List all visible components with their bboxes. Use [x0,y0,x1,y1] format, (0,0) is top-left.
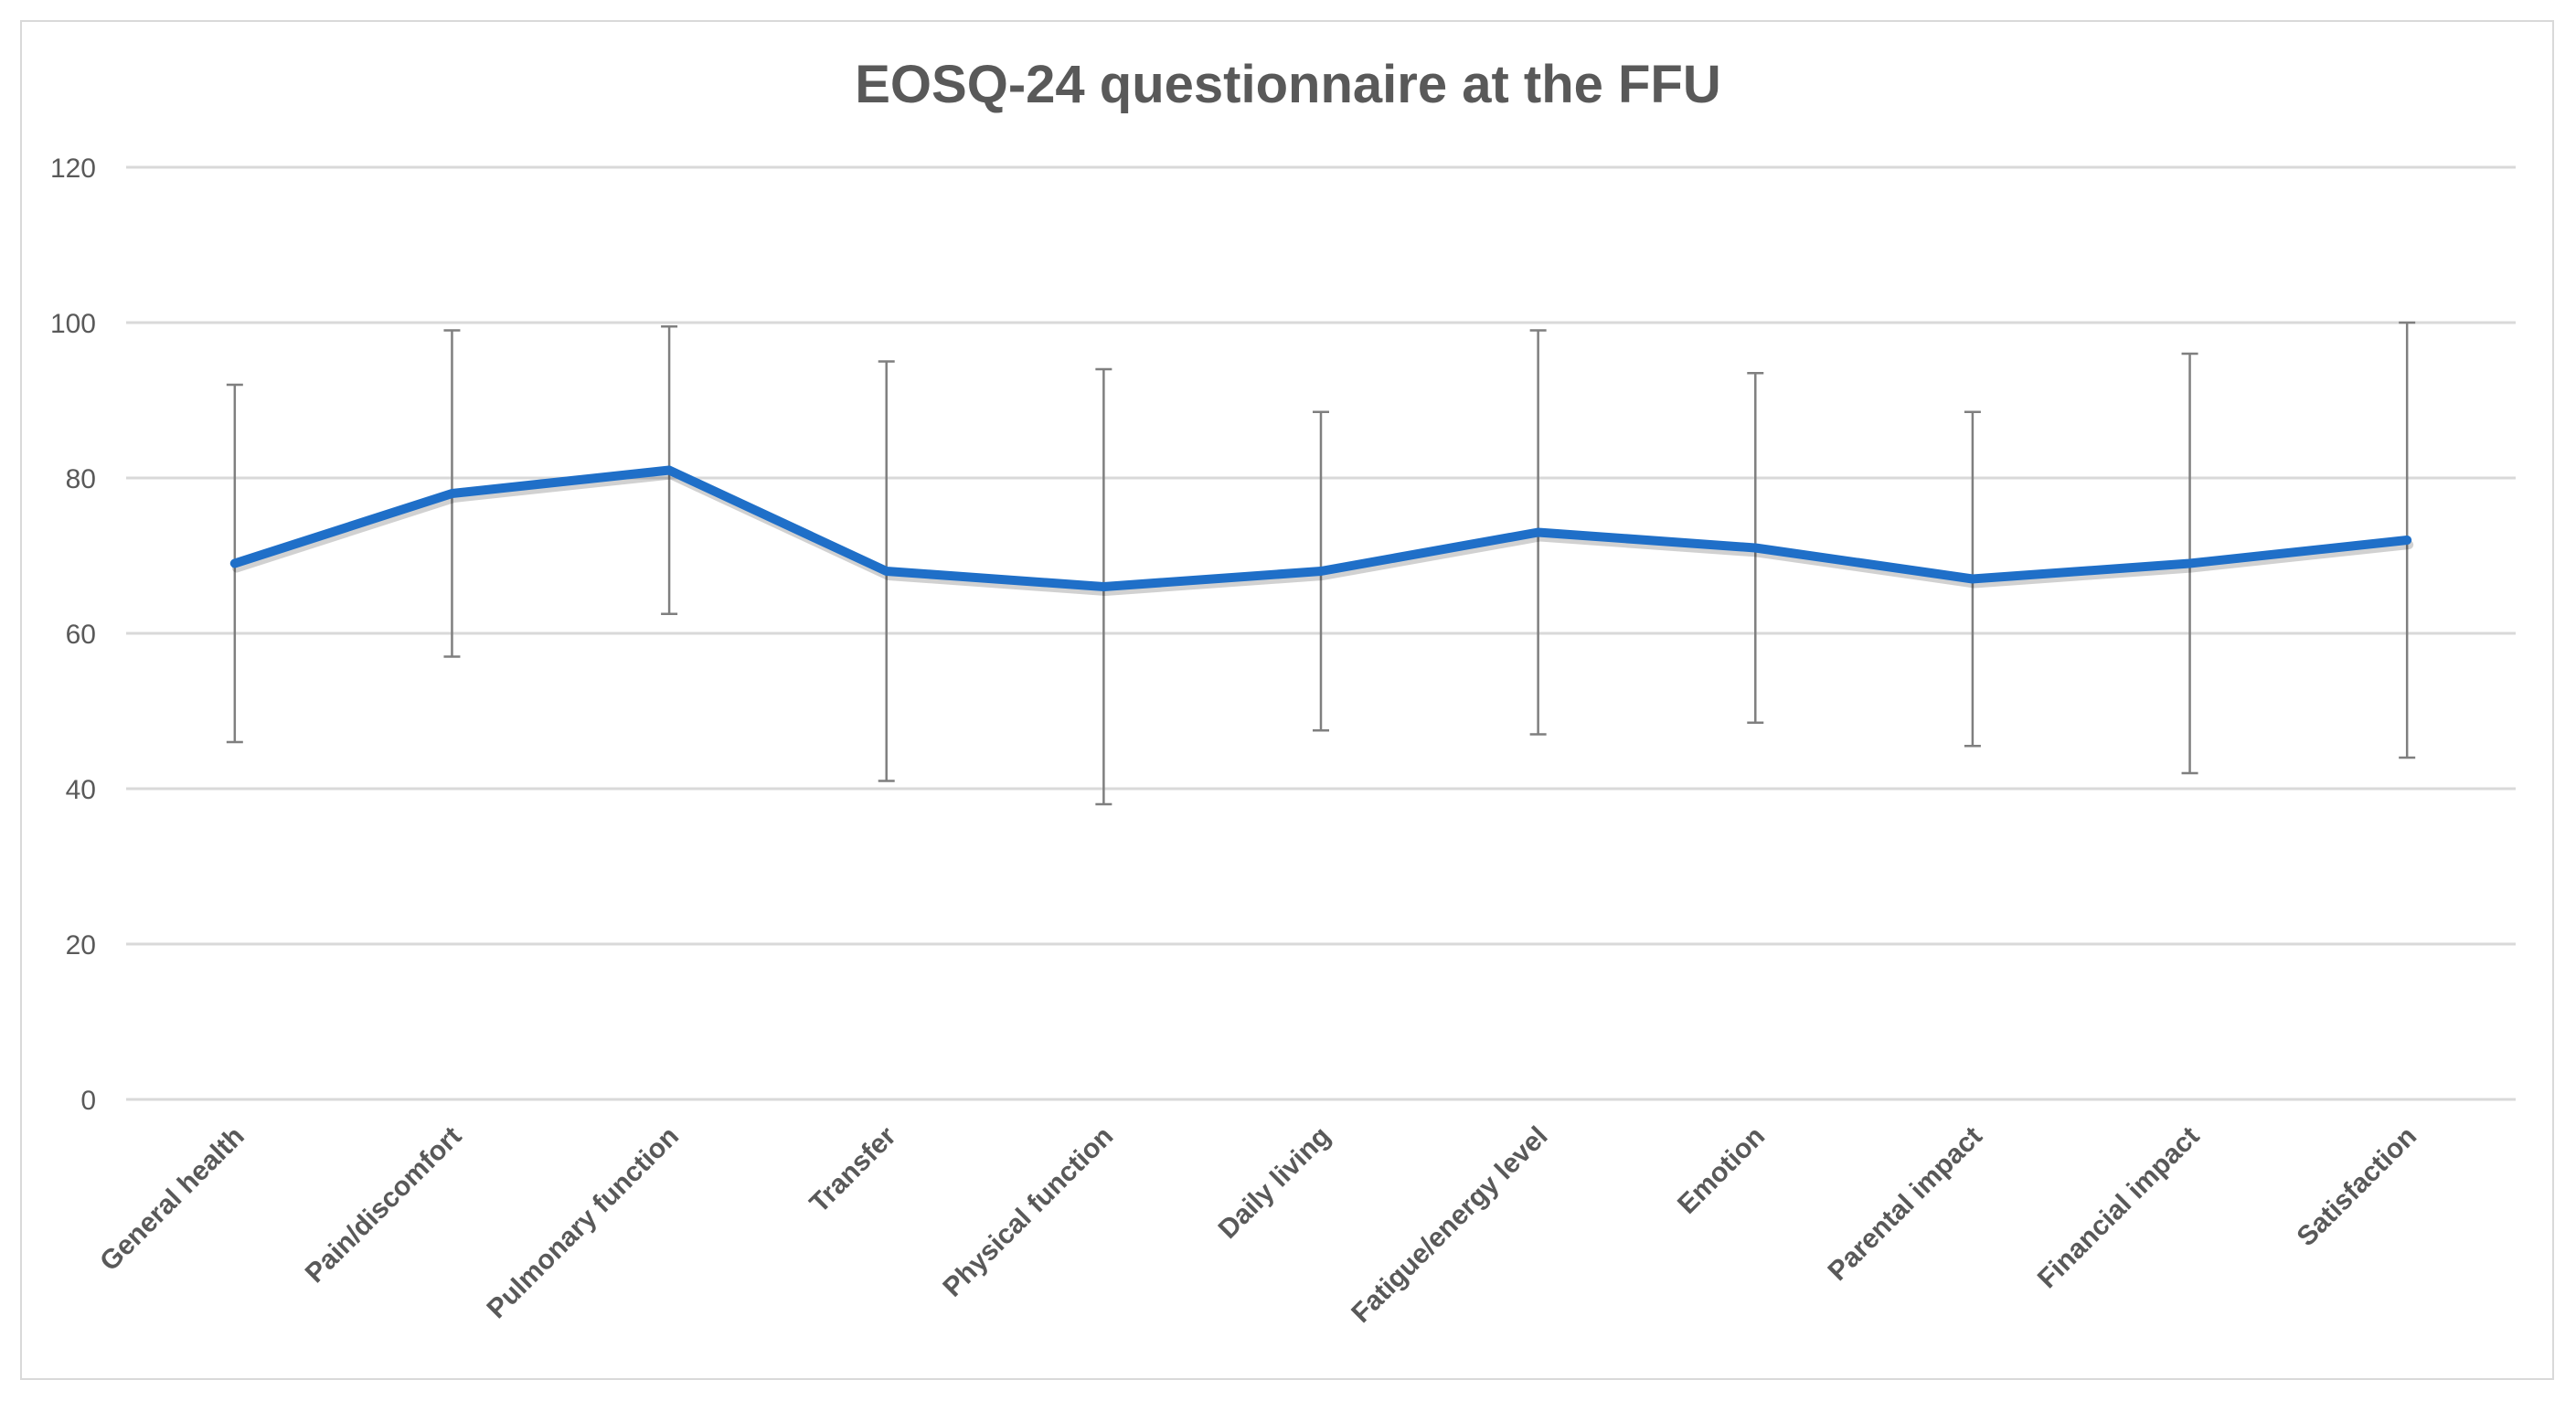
x-category-label: Transfer [804,1120,902,1218]
data-point [233,562,236,565]
y-tick-label: 120 [50,154,96,184]
x-category-label: Emotion [1672,1121,1771,1220]
data-point [1754,547,1757,549]
y-tick-label: 40 [66,775,96,805]
y-tick-label: 0 [80,1086,96,1116]
data-point [1102,586,1105,588]
data-point [1971,578,1974,580]
x-category-label: Financial impact [2032,1121,2206,1295]
y-tick-label: 80 [66,464,96,494]
series-line-shadow [231,470,2414,596]
data-point [668,469,671,472]
x-category-label: General health [94,1121,250,1278]
data-point [2406,539,2409,541]
data-point [885,570,888,572]
x-category-label: Physical function [937,1121,1119,1303]
data-point [1320,570,1322,572]
data-point [2188,562,2191,565]
y-tick-label: 20 [66,930,96,961]
series-line-layer [229,465,2414,596]
y-tick-label: 100 [50,309,96,339]
x-axis-category-labels: General health Pain/discomfort Pulmonary f… [94,1120,2422,1329]
data-point [1537,531,1539,534]
x-category-label: Fatigue/energy level [1346,1121,1553,1329]
y-tick-label: 60 [66,620,96,650]
error-bars [226,321,2416,806]
data-point [451,493,453,494]
x-category-label: Pulmonary function [482,1121,686,1325]
x-category-label: Parental impact [1823,1121,1988,1287]
x-category-label: Daily living [1213,1121,1336,1245]
y-axis-ticks: 0 20 40 60 80 100 120 [50,154,96,1116]
chart-frame [20,20,2554,1380]
x-category-label: Satisfaction [2292,1121,2423,1253]
x-category-label: Pain/discomfort [300,1121,468,1290]
chart-title: EOSQ-24 questionnaire at the FFU [855,55,1720,114]
